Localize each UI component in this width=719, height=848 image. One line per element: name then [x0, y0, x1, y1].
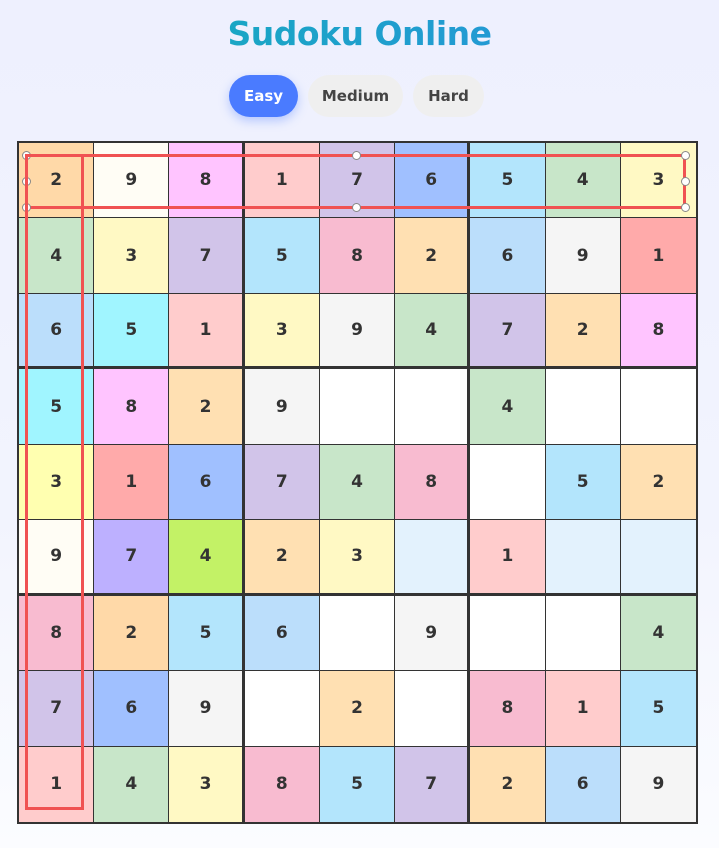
- sudoku-cell[interactable]: 3: [169, 746, 245, 822]
- sudoku-cell[interactable]: [620, 520, 696, 596]
- sudoku-cell[interactable]: 5: [620, 671, 696, 747]
- sudoku-cell[interactable]: 7: [470, 293, 546, 370]
- resize-handle[interactable]: [22, 203, 31, 212]
- sudoku-cell[interactable]: 3: [19, 444, 95, 521]
- sudoku-cell[interactable]: [395, 520, 471, 596]
- sudoku-cell[interactable]: 8: [19, 595, 95, 672]
- sudoku-cell[interactable]: 7: [244, 444, 320, 521]
- sudoku-cell[interactable]: 1: [620, 218, 696, 294]
- sudoku-cell[interactable]: [395, 671, 471, 747]
- sudoku-cell[interactable]: 8: [470, 671, 546, 747]
- resize-handle[interactable]: [22, 151, 31, 160]
- resize-handle[interactable]: [352, 203, 361, 212]
- sudoku-cell[interactable]: 6: [545, 746, 621, 822]
- page-title: Sudoku Online: [0, 14, 719, 53]
- sudoku-cell[interactable]: [545, 520, 621, 596]
- sudoku-cell[interactable]: 2: [470, 746, 546, 822]
- sudoku-cell[interactable]: 5: [169, 595, 245, 672]
- sudoku-cell[interactable]: 3: [244, 293, 320, 370]
- sudoku-cell[interactable]: 1: [470, 520, 546, 596]
- sudoku-cell[interactable]: 9: [94, 143, 170, 219]
- difficulty-medium-button[interactable]: Medium: [308, 75, 403, 117]
- sudoku-cell[interactable]: 9: [545, 218, 621, 294]
- sudoku-cell[interactable]: 4: [319, 444, 396, 521]
- sudoku-cell[interactable]: 2: [545, 293, 621, 370]
- sudoku-cell[interactable]: 4: [19, 218, 95, 294]
- sudoku-cell[interactable]: 7: [94, 520, 170, 596]
- sudoku-cell[interactable]: 8: [319, 218, 396, 294]
- sudoku-cell[interactable]: 2: [620, 444, 696, 521]
- sudoku-cell[interactable]: 2: [319, 671, 396, 747]
- sudoku-cell[interactable]: 8: [169, 143, 245, 219]
- sudoku-cell[interactable]: 7: [169, 218, 245, 294]
- sudoku-cell[interactable]: 4: [620, 595, 696, 672]
- sudoku-cell[interactable]: 6: [470, 218, 546, 294]
- sudoku-cell[interactable]: 6: [169, 444, 245, 521]
- sudoku-cell[interactable]: [319, 369, 396, 445]
- sudoku-cell[interactable]: 6: [244, 595, 320, 672]
- sudoku-cell[interactable]: 1: [94, 444, 170, 521]
- resize-handle[interactable]: [681, 203, 690, 212]
- sudoku-cell[interactable]: 4: [169, 520, 245, 596]
- sudoku-cell[interactable]: 4: [395, 293, 471, 370]
- sudoku-cell[interactable]: 8: [620, 293, 696, 370]
- difficulty-easy-button[interactable]: Easy: [229, 75, 298, 117]
- sudoku-cell[interactable]: 9: [244, 369, 320, 445]
- sudoku-cell[interactable]: 5: [545, 444, 621, 521]
- sudoku-cell[interactable]: [244, 671, 320, 747]
- sudoku-cell[interactable]: 9: [395, 595, 471, 672]
- sudoku-cell[interactable]: 2: [244, 520, 320, 596]
- sudoku-cell[interactable]: 6: [395, 143, 471, 219]
- sudoku-cell[interactable]: 7: [19, 671, 95, 747]
- sudoku-cell[interactable]: 5: [19, 369, 95, 445]
- sudoku-cell[interactable]: [470, 444, 546, 521]
- sudoku-cell[interactable]: 9: [19, 520, 95, 596]
- sudoku-cell[interactable]: [470, 595, 546, 672]
- sudoku-cell[interactable]: 1: [244, 143, 320, 219]
- sudoku-cell[interactable]: 9: [169, 671, 245, 747]
- sudoku-cell[interactable]: [545, 595, 621, 672]
- sudoku-cell[interactable]: 8: [244, 746, 320, 822]
- sudoku-cell[interactable]: 3: [94, 218, 170, 294]
- resize-handle[interactable]: [681, 151, 690, 160]
- sudoku-cell[interactable]: 1: [19, 746, 95, 822]
- sudoku-cell[interactable]: 4: [94, 746, 170, 822]
- sudoku-cell[interactable]: 2: [395, 218, 471, 294]
- sudoku-cell[interactable]: 9: [620, 746, 696, 822]
- resize-handle[interactable]: [352, 151, 361, 160]
- sudoku-cell[interactable]: 3: [319, 520, 396, 596]
- sudoku-cell[interactable]: 6: [94, 671, 170, 747]
- difficulty-hard-button[interactable]: Hard: [413, 75, 484, 117]
- sudoku-cell[interactable]: 1: [169, 293, 245, 370]
- sudoku-cell[interactable]: 6: [19, 293, 95, 370]
- sudoku-cell[interactable]: 7: [395, 746, 471, 822]
- sudoku-cell[interactable]: 4: [545, 143, 621, 219]
- sudoku-cell[interactable]: 8: [395, 444, 471, 521]
- sudoku-cell[interactable]: 8: [94, 369, 170, 445]
- sudoku-cell[interactable]: [620, 369, 696, 445]
- resize-handle[interactable]: [681, 177, 690, 186]
- sudoku-cell[interactable]: 9: [319, 293, 396, 370]
- sudoku-cell[interactable]: [319, 595, 396, 672]
- sudoku-cell[interactable]: 5: [470, 143, 546, 219]
- sudoku-cell[interactable]: 4: [470, 369, 546, 445]
- resize-handle[interactable]: [22, 177, 31, 186]
- sudoku-cell[interactable]: 1: [545, 671, 621, 747]
- sudoku-cell[interactable]: 5: [94, 293, 170, 370]
- sudoku-cell[interactable]: 2: [169, 369, 245, 445]
- sudoku-cell[interactable]: 5: [244, 218, 320, 294]
- sudoku-cell[interactable]: 2: [94, 595, 170, 672]
- sudoku-cell[interactable]: 5: [319, 746, 396, 822]
- sudoku-cell[interactable]: [545, 369, 621, 445]
- sudoku-cell[interactable]: [395, 369, 471, 445]
